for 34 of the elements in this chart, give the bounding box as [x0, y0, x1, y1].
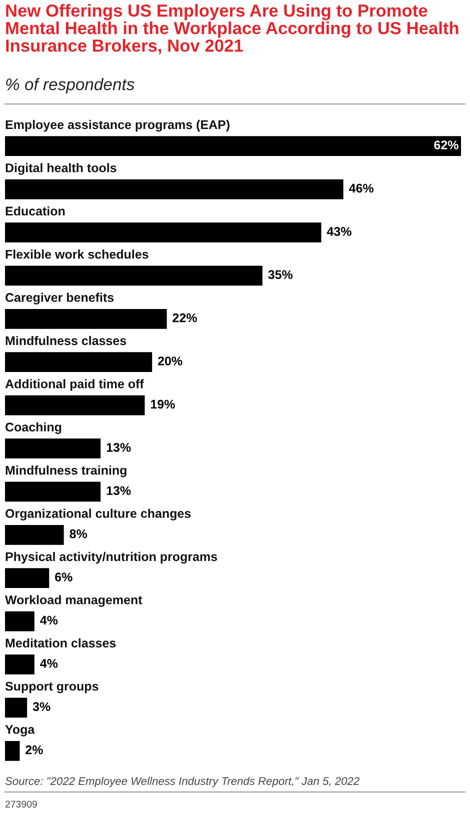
- text: 273909: [5, 800, 37, 808]
- data-label: 62%: [434, 140, 458, 150]
- data-label: 8%: [70, 529, 88, 538]
- y-tick-label: Mindfulness training: [6, 466, 126, 478]
- data-label: 13%: [106, 442, 131, 452]
- y-tick-label: Support groups: [5, 682, 98, 694]
- y-tick-label: Digital health tools: [6, 163, 116, 175]
- y-tick-label: Meditation classes: [6, 638, 116, 648]
- data-label: 6%: [55, 572, 72, 582]
- data-label: 43%: [326, 226, 352, 236]
- y-tick-label: Coaching: [6, 422, 62, 434]
- data-label: 35%: [268, 270, 293, 280]
- y-tick-label: Additional paid time off: [5, 379, 144, 391]
- data-label: 22%: [172, 313, 197, 322]
- y-tick-label: Yoga: [5, 725, 35, 736]
- data-label: 3%: [32, 702, 50, 712]
- data-label: 4%: [40, 659, 58, 668]
- chart-subtitle: % of respondents: [6, 78, 134, 94]
- y-tick-label: Workload management: [5, 595, 142, 607]
- data-label: 19%: [151, 400, 175, 409]
- data-label: 2%: [26, 745, 43, 754]
- source-note: Source: "2022 Employee Wellness Industry Trends Report," Jan 5, 2022: [5, 776, 360, 788]
- chart-title: New Offerings US Employers Are Using to Promote Mental Health in the Workplace According to US Health Insurance Brokers, Nov 2021: [6, 4, 458, 54]
- data-label: 46%: [348, 184, 374, 193]
- y-tick-label: Physical activity/nutrition programs: [6, 552, 218, 564]
- data-label: 4%: [40, 616, 58, 625]
- y-tick-label: Education: [6, 206, 65, 216]
- data-label: 13%: [106, 486, 131, 496]
- data-label: 20%: [158, 356, 182, 366]
- y-tick-label: Caregiver benefits: [6, 292, 114, 304]
- y-tick-label: Flexible work schedules: [6, 250, 148, 259]
- y-tick-label: Organizational culture changes: [6, 508, 191, 520]
- y-tick-label: Mindfulness classes: [6, 336, 126, 346]
- y-tick-label: Employee assistance programs (EAP): [6, 120, 230, 132]
